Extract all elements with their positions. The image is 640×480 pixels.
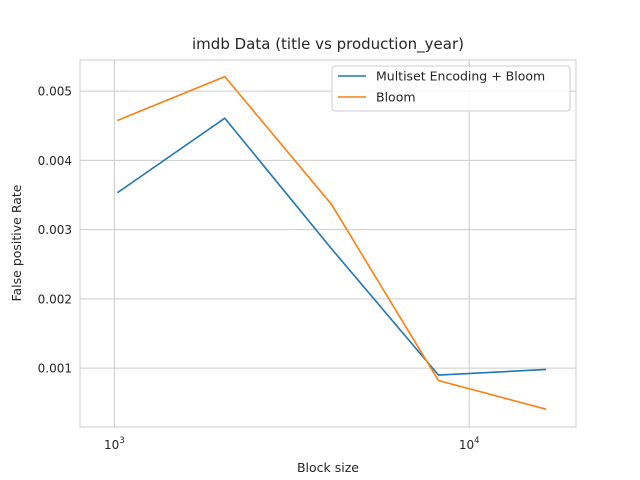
y-tick-label: 0.003 bbox=[38, 223, 72, 237]
legend-label: Bloom bbox=[376, 90, 416, 105]
tick-labels: 0.001 0.002 0.003 0.004 0.005 103 104 bbox=[38, 85, 480, 452]
y-tick-label: 0.004 bbox=[38, 154, 72, 168]
legend-label: Multiset Encoding + Bloom bbox=[376, 69, 545, 84]
chart-title: imdb Data (title vs production_year) bbox=[192, 35, 464, 54]
series-line-bloom bbox=[116, 75, 547, 410]
x-tick-label: 103 bbox=[104, 436, 125, 452]
legend-box bbox=[331, 65, 571, 112]
y-axis-label: False positive Rate bbox=[9, 184, 24, 301]
y-tick-label: 0.002 bbox=[38, 292, 72, 306]
legend: Multiset Encoding + Bloom Bloom bbox=[331, 65, 571, 112]
x-tick-label: 104 bbox=[459, 436, 480, 452]
y-tick-label: 0.005 bbox=[38, 85, 72, 99]
plot-area bbox=[79, 59, 577, 428]
x-axis-label: Block size bbox=[297, 460, 359, 475]
series-layer bbox=[116, 75, 547, 410]
series-line-multiset-encoding-bloom bbox=[116, 117, 547, 376]
y-tick-label: 0.001 bbox=[38, 362, 72, 376]
